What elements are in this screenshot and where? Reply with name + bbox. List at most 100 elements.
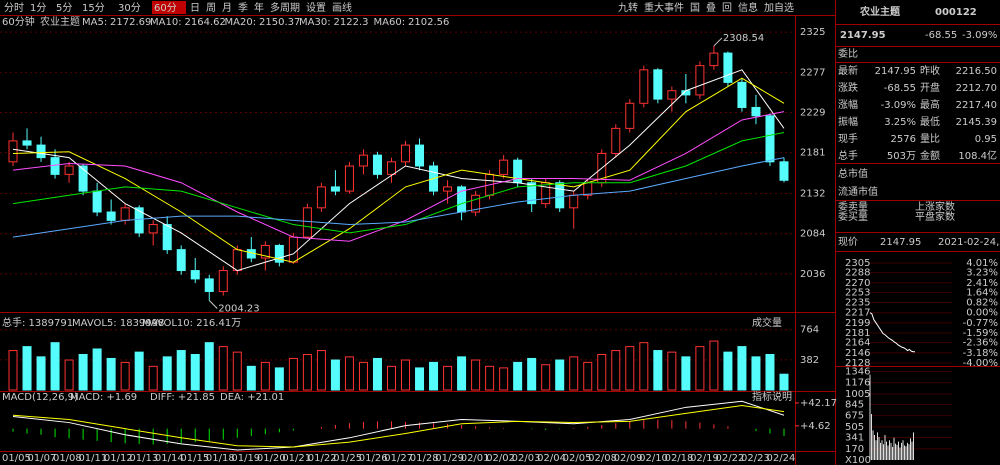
field-label: 总手 <box>838 149 858 162</box>
field-label: 现价 <box>838 236 858 248</box>
period-tab[interactable]: 月 <box>222 2 232 14</box>
period-tab[interactable]: 设置 <box>306 2 326 14</box>
date-label: 01/22 <box>308 453 337 464</box>
volume-bar <box>120 361 130 391</box>
ma-line <box>12 69 785 272</box>
field-label: 流通市值 <box>838 185 878 198</box>
unit-label: X100 <box>845 455 871 465</box>
period-tab[interactable]: 15分 <box>82 2 105 14</box>
ma-label: MA30: <box>299 17 331 28</box>
date-label: 01/26 <box>359 453 388 464</box>
tool-button[interactable]: 叠 <box>706 2 716 14</box>
volume-bar <box>597 354 607 391</box>
candle-body <box>653 69 663 100</box>
field-value: 2216.50 <box>956 66 997 77</box>
volume-bar <box>625 346 635 391</box>
y-tick-label: 675 <box>845 411 864 422</box>
diff-line <box>12 400 785 451</box>
period-tab[interactable]: 年 <box>254 1 264 14</box>
date-label: 02/23 <box>741 453 770 464</box>
candle-body <box>162 224 172 251</box>
period-tab[interactable]: 5分 <box>56 2 72 14</box>
ma-line <box>12 157 785 238</box>
date-label: 02/10 <box>639 453 668 464</box>
pct-label: 1.64% <box>966 287 998 298</box>
y-tick-label: 2229 <box>800 107 825 118</box>
period-tab[interactable]: 多周期 <box>270 1 300 14</box>
indicator-button[interactable]: 成交量 <box>752 316 782 329</box>
field-label: 最高 <box>920 98 940 111</box>
period-tab[interactable]: 画线 <box>332 1 352 14</box>
volume-bar <box>751 356 761 391</box>
period-tab[interactable]: 1分 <box>30 2 46 14</box>
y-tick-label: 2181 <box>800 148 825 159</box>
date-label: 01/29 <box>435 453 464 464</box>
ma-value: 2102.56 <box>408 17 449 28</box>
volume-bar <box>737 346 747 391</box>
ma-label: MA20: <box>225 17 257 28</box>
tool-button[interactable]: 回 <box>722 2 732 14</box>
ma-line <box>12 132 785 234</box>
field-label: 最新 <box>838 64 858 77</box>
field-value: -3.09% <box>881 100 916 111</box>
period-tab[interactable]: 日 <box>190 3 200 14</box>
dea-line <box>12 404 785 448</box>
pct-label: 4.01% <box>966 258 998 269</box>
candle-body <box>667 90 677 100</box>
candle-body <box>232 249 242 272</box>
tool-button[interactable]: 重大事件 <box>644 1 684 14</box>
field-label: 量比 <box>920 133 940 145</box>
candle-body <box>190 270 200 280</box>
volume-bar <box>569 356 579 391</box>
date-label: 01/20 <box>257 453 286 464</box>
candle-body <box>64 165 74 175</box>
volume-bar <box>78 354 88 391</box>
change: -68.55 <box>925 30 957 41</box>
date-label: 01/27 <box>384 453 413 464</box>
period-tab[interactable]: 30分 <box>118 2 141 14</box>
volume-bar <box>344 356 354 391</box>
candle-body <box>330 186 340 192</box>
period-tab[interactable]: 60分 <box>154 2 177 14</box>
candle-body <box>737 81 747 108</box>
macd-legend: DIFF: +21.85 <box>150 392 215 403</box>
volume-bar <box>134 351 144 391</box>
ma-label: MA5: <box>82 17 107 28</box>
volume-bar <box>106 357 116 391</box>
ma-value: 2164.62 <box>185 17 226 28</box>
period-tab[interactable]: 季 <box>238 2 248 14</box>
field-value: 2021-02-24,三 <box>938 237 1000 248</box>
field-label: 平盘家数 <box>915 210 955 223</box>
stock-name: 农业主题 <box>859 5 901 18</box>
candle-body <box>344 165 354 192</box>
volume-bar <box>232 351 242 391</box>
indicator-button[interactable]: 指标说明 <box>752 390 792 403</box>
field-label: 委卖量 <box>838 200 868 213</box>
candle-body <box>583 182 593 196</box>
volume-bar <box>611 350 621 391</box>
candle-body <box>302 207 312 238</box>
y-tick-label: 2084 <box>800 229 825 240</box>
volume-bar <box>92 348 102 391</box>
y-tick-label: 170 <box>845 444 864 455</box>
tool-button[interactable]: 信息 <box>738 1 758 14</box>
field-value: 108.4亿 <box>958 149 997 162</box>
volume-bar <box>541 364 551 391</box>
date-label: 02/19 <box>690 453 719 464</box>
y-tick-label: 764 <box>800 325 819 336</box>
volume-bar <box>176 350 186 391</box>
candle-body <box>22 140 32 146</box>
date-label: 01/07 <box>27 453 56 464</box>
macd-legend: DEA: +21.01 <box>220 392 284 403</box>
date-label: 02/01 <box>461 453 490 464</box>
candle-body <box>499 159 509 175</box>
volume-bar <box>667 351 677 391</box>
tool-button[interactable]: 国 <box>690 2 700 14</box>
volume-bar <box>372 357 382 391</box>
tool-button[interactable]: 九转 <box>618 1 638 14</box>
period-tab[interactable]: 周 <box>206 2 216 14</box>
volume-bar <box>443 365 453 391</box>
tool-button[interactable]: 加自选 <box>764 1 794 14</box>
period-tab[interactable]: 分时 <box>4 2 24 14</box>
